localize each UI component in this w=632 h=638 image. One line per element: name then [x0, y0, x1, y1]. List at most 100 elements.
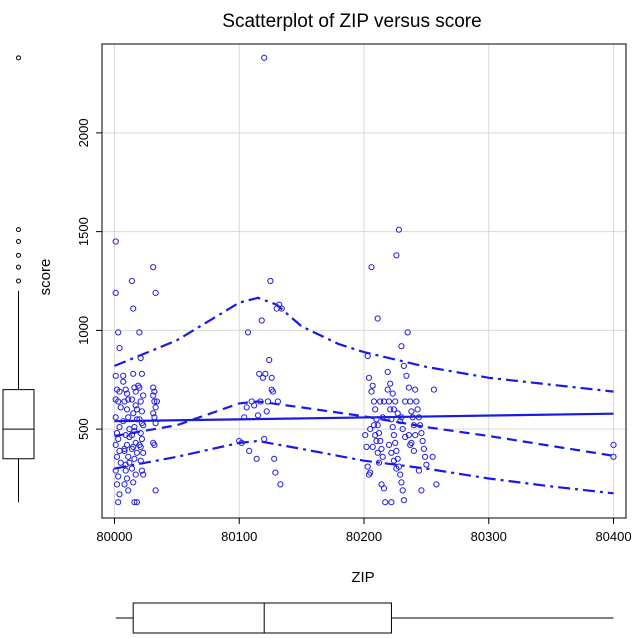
data-point [372, 432, 379, 439]
data-point [422, 453, 429, 460]
data-point [418, 487, 425, 494]
data-point [392, 398, 399, 405]
data-point [254, 412, 262, 419]
data-point [373, 416, 380, 423]
data-point [392, 439, 399, 446]
data-point [117, 404, 124, 411]
data-point [116, 345, 123, 352]
data-point [399, 487, 406, 494]
y-axis-label: score [37, 259, 54, 296]
data-point [137, 443, 144, 450]
data-point [377, 437, 384, 445]
data-point [407, 441, 414, 448]
x-tick-label: 80400 [595, 529, 631, 544]
y-tick-label: 500 [76, 418, 91, 440]
data-point [419, 437, 426, 445]
data-point [137, 457, 144, 464]
data-point [382, 499, 389, 506]
zip-box [132, 602, 392, 634]
data-point [368, 388, 375, 395]
data-point [364, 352, 371, 360]
data-point [140, 449, 147, 456]
data-point [152, 404, 159, 411]
data-point [372, 406, 379, 413]
data-point [410, 422, 417, 429]
data-point [117, 459, 124, 466]
data-point [131, 455, 138, 462]
scatter-points [112, 54, 617, 506]
score-outlier [16, 239, 21, 244]
data-point [150, 384, 157, 391]
data-point [403, 372, 410, 379]
data-point [131, 499, 138, 506]
data-point [256, 370, 263, 377]
data-point [130, 305, 137, 312]
data-point [430, 386, 437, 393]
data-point [384, 386, 391, 393]
data-point [370, 398, 378, 405]
data-point [130, 370, 137, 377]
data-point [272, 469, 279, 476]
data-point [132, 471, 139, 478]
data-point [153, 398, 160, 405]
data-point [115, 435, 122, 443]
fit-line-smooth [114, 400, 614, 457]
data-point [128, 396, 135, 403]
data-point [390, 457, 397, 464]
data-point [136, 384, 143, 391]
y-tick-label: 1500 [76, 217, 91, 246]
score-outlier [16, 278, 21, 284]
data-point [389, 424, 396, 431]
fit-line-upper [114, 296, 614, 393]
data-point [116, 447, 123, 454]
data-point [251, 402, 258, 409]
data-point [113, 481, 121, 488]
data-point [399, 426, 406, 433]
data-point [433, 481, 440, 488]
data-point [116, 491, 123, 498]
fit-line-lower [114, 439, 614, 495]
data-point [388, 416, 395, 423]
data-point [262, 370, 269, 377]
data-point [420, 445, 427, 452]
data-point [394, 410, 401, 417]
data-point [257, 398, 264, 405]
data-point [140, 392, 147, 399]
data-point [121, 447, 128, 454]
data-point [138, 420, 145, 427]
data-point [132, 388, 139, 395]
x-tick-label: 80200 [346, 529, 382, 544]
score-outlier [16, 264, 21, 270]
gridlines [102, 44, 626, 518]
data-point [413, 398, 420, 405]
data-point [150, 392, 157, 399]
data-point [390, 406, 397, 413]
data-point [115, 398, 122, 405]
data-point [271, 455, 278, 462]
data-point [388, 449, 395, 456]
data-point [115, 329, 122, 336]
data-point [112, 467, 119, 474]
data-point [151, 398, 158, 405]
data-point [137, 430, 144, 437]
data-point [385, 398, 393, 405]
data-point [151, 441, 158, 448]
data-point [130, 410, 137, 417]
data-point [375, 459, 383, 466]
data-point [137, 354, 144, 362]
y-tick-label: 1000 [76, 316, 91, 345]
data-point [378, 481, 385, 488]
data-point [125, 414, 132, 421]
data-point [397, 471, 404, 478]
data-point [393, 465, 400, 472]
data-point [115, 499, 122, 506]
data-point [610, 453, 617, 460]
data-point [415, 467, 422, 474]
data-point [261, 54, 268, 61]
data-point [112, 372, 119, 379]
data-point [373, 437, 380, 445]
score-marginal-boxplot [2, 55, 35, 503]
data-point [138, 370, 145, 377]
data-point [138, 435, 145, 443]
